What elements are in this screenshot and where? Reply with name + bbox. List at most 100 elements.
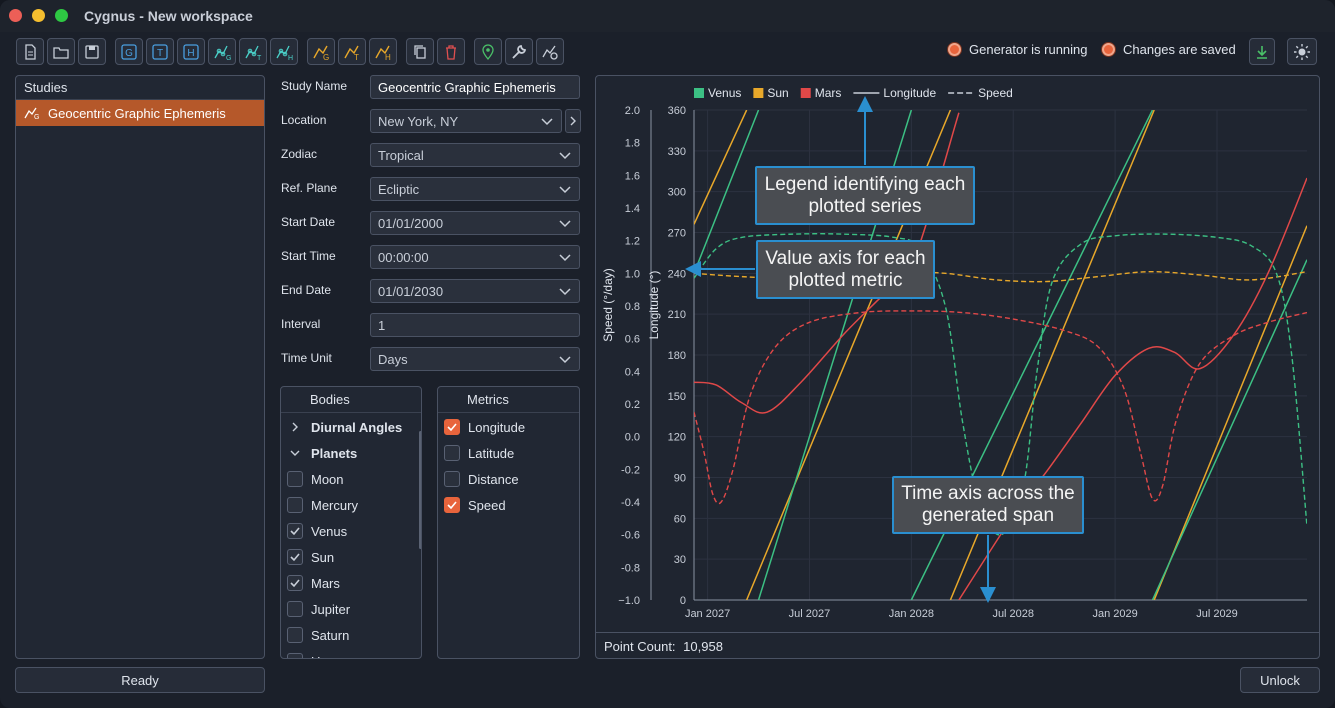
graph-t-icon: T	[245, 45, 262, 61]
list-item[interactable]: Saturn	[287, 625, 349, 645]
start-date-picker[interactable]: 01/01/2000	[370, 211, 580, 235]
metrics-panel: Metrics Longitude Latitude Distance Speed	[437, 386, 580, 659]
time-tick-label: Jul 2027	[789, 608, 831, 620]
minimize-window-button[interactable]	[32, 9, 45, 22]
chart-h-button[interactable]: H	[369, 38, 397, 65]
wrench-button[interactable]	[505, 38, 533, 65]
list-item[interactable]: Distance	[444, 469, 519, 489]
graph-h-button[interactable]: H	[270, 38, 298, 65]
ready-status-button[interactable]: Ready	[15, 667, 265, 693]
ephemeris-chart[interactable]: 2.0 1.8 1.6 1.4 1.2 1.0 0.8 0.6 0.4 0.2 0.0 -0.2 -0.…	[596, 76, 1319, 632]
list-item[interactable]: Mars	[287, 573, 340, 593]
location-next-button[interactable]	[565, 109, 581, 133]
list-item-label: Moon	[311, 471, 344, 487]
ref-plane-select[interactable]: Ecliptic	[370, 177, 580, 201]
end-date-picker[interactable]: 01/01/2030	[370, 279, 580, 303]
graph-g-icon: G	[214, 45, 231, 61]
list-item[interactable]: Venus	[287, 521, 347, 541]
location-value: New York, NY	[378, 114, 459, 129]
chevron-right-icon	[570, 116, 576, 126]
tree-group-diurnal-angles[interactable]: Diurnal Angles	[287, 417, 402, 437]
settings-gear-button[interactable]	[536, 38, 564, 65]
location-pin-icon	[482, 43, 494, 60]
download-icon	[1257, 45, 1267, 59]
status-dot-icon	[948, 43, 961, 56]
svg-text:G: G	[34, 114, 39, 120]
chevron-down-icon	[559, 288, 571, 296]
checkbox-unchecked-icon[interactable]	[287, 601, 303, 617]
bodies-scrollbar[interactable]	[419, 431, 421, 549]
study-name-input[interactable]: Geocentric Graphic Ephemeris	[370, 75, 580, 99]
graph-g-button[interactable]: G	[208, 38, 236, 65]
longitude-tick-label: 360	[668, 105, 686, 117]
checkbox-unchecked-icon[interactable]	[287, 497, 303, 513]
venus-speed-line	[694, 233, 1307, 536]
list-item[interactable]: Speed	[444, 495, 506, 515]
checkbox-unchecked-icon[interactable]	[287, 653, 303, 658]
theme-toggle-button[interactable]	[1287, 38, 1317, 65]
longitude-tick-label: 240	[668, 268, 686, 280]
chart-t-button[interactable]: T	[338, 38, 366, 65]
save-button[interactable]	[78, 38, 106, 65]
speed-tick-label: 0.8	[625, 301, 640, 313]
checkbox-unchecked-icon[interactable]	[287, 471, 303, 487]
list-item-label: Latitude	[468, 445, 515, 461]
interval-input[interactable]: 1	[370, 313, 580, 337]
t-study-icon: T	[152, 43, 168, 60]
list-item-label: Distance	[468, 471, 519, 487]
checkbox-unchecked-icon[interactable]	[287, 627, 303, 643]
longitude-tick-label: 60	[674, 513, 686, 525]
generator-status: Generator is running	[948, 42, 1088, 57]
list-item[interactable]: Moon	[287, 469, 344, 489]
end-date-label: End Date	[281, 283, 332, 297]
location-label: Location	[281, 113, 327, 127]
new-file-button[interactable]	[16, 38, 44, 65]
time-unit-label: Time Unit	[281, 351, 332, 365]
g-study-button[interactable]: G	[115, 38, 143, 65]
copy-button[interactable]	[406, 38, 434, 65]
checkbox-unchecked-icon[interactable]	[444, 445, 460, 461]
title-bar: Cygnus - New workspace	[0, 0, 1335, 32]
checkbox-checked-icon[interactable]	[444, 497, 460, 513]
unlock-button[interactable]: Unlock	[1240, 667, 1320, 693]
longitude-tick-label: 0	[680, 595, 686, 607]
time-tick-label: Jan 2027	[685, 608, 730, 620]
save-icon	[85, 44, 99, 59]
list-item[interactable]: Latitude	[444, 443, 514, 463]
t-study-button[interactable]: T	[146, 38, 174, 65]
checkbox-unchecked-icon[interactable]	[444, 471, 460, 487]
open-folder-button[interactable]	[47, 38, 75, 65]
svg-text:H: H	[288, 55, 293, 61]
start-time-row: Start Time 00:00:00	[281, 245, 581, 269]
list-item-label: U...	[311, 654, 331, 659]
group-label: Planets	[311, 445, 358, 461]
checkbox-checked-icon[interactable]	[287, 523, 303, 539]
zodiac-select[interactable]: Tropical	[370, 143, 580, 167]
chart-g-button[interactable]: G	[307, 38, 335, 65]
h-study-button[interactable]: H	[177, 38, 205, 65]
checkbox-checked-icon[interactable]	[444, 419, 460, 435]
graph-t-button[interactable]: T	[239, 38, 267, 65]
maximize-window-button[interactable]	[55, 9, 68, 22]
location-pin-button[interactable]	[474, 38, 502, 65]
list-item[interactable]: Mercury	[287, 495, 358, 515]
list-item[interactable]: Longitude	[444, 417, 525, 437]
list-item[interactable]: U...	[287, 651, 331, 659]
list-item[interactable]: Sun	[287, 547, 334, 567]
speed-tick-label: 0.0	[625, 432, 640, 444]
longitude-tick-label: 210	[668, 309, 686, 321]
longitude-tick-label: 150	[668, 391, 686, 403]
checkbox-checked-icon[interactable]	[287, 575, 303, 591]
checkbox-checked-icon[interactable]	[287, 549, 303, 565]
close-window-button[interactable]	[9, 9, 22, 22]
time-unit-select[interactable]: Days	[370, 347, 580, 371]
start-time-picker[interactable]: 00:00:00	[370, 245, 580, 269]
location-select[interactable]: New York, NY	[370, 109, 562, 133]
download-button[interactable]	[1249, 38, 1275, 65]
study-list-item[interactable]: G Geocentric Graphic Ephemeris	[16, 100, 264, 126]
trash-button[interactable]	[437, 38, 465, 65]
list-item[interactable]: Jupiter	[287, 599, 350, 619]
tree-group-planets[interactable]: Planets	[287, 443, 357, 463]
ephemeris-chart-icon: G	[24, 107, 39, 120]
generator-status-text: Generator is running	[969, 42, 1088, 57]
